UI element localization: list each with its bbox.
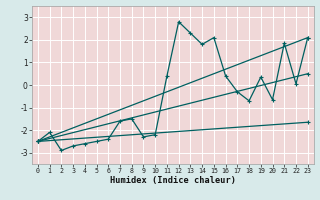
X-axis label: Humidex (Indice chaleur): Humidex (Indice chaleur): [110, 176, 236, 185]
